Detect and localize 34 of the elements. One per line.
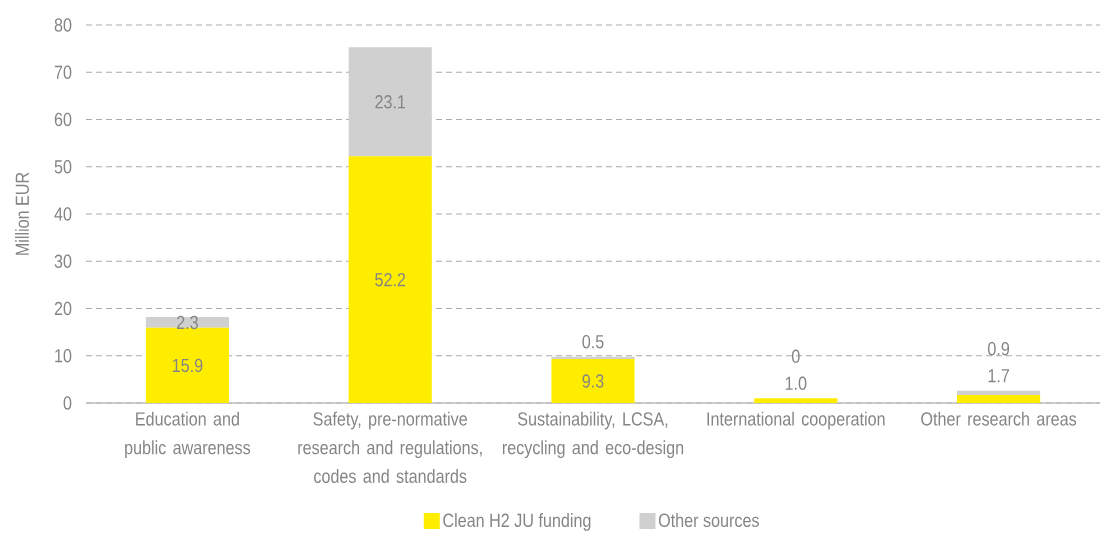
x-tick-label: Sustainability, LCSA, recycling and eco-design (502, 411, 684, 459)
x-tick-label: Other research areas (921, 411, 1077, 426)
legend-label: Clean H2 JU funding (443, 513, 591, 531)
data-label: 2.3 (177, 315, 198, 330)
data-label: 0.5 (582, 334, 604, 349)
y-axis-title: Million EUR (15, 172, 30, 255)
y-tick-label: 50 (54, 160, 72, 174)
y-tick-label: 0 (63, 396, 72, 410)
data-label: 15.9 (172, 358, 203, 373)
bar (348, 156, 432, 403)
data-label: 0 (791, 349, 800, 363)
bar (754, 398, 838, 403)
y-tick-label: 60 (54, 112, 72, 127)
data-label: 23.1 (375, 95, 406, 109)
y-tick-label: 80 (54, 18, 72, 32)
y-tick-label: 20 (54, 301, 72, 316)
data-label: 1.7 (988, 369, 1010, 383)
bar (957, 394, 1041, 403)
y-tick-label: 40 (54, 207, 72, 221)
legend-label: Other sources (658, 513, 759, 528)
x-tick-label: International cooperation (707, 411, 885, 430)
bar (551, 359, 635, 403)
x-tick-label: Safety, pre-normative research and regulations, codes and standards (298, 411, 482, 483)
data-label: 52.2 (375, 272, 406, 287)
bar (348, 47, 432, 157)
bar (145, 317, 229, 328)
y-tick-label: 10 (55, 349, 72, 363)
y-tick-label: 30 (54, 254, 72, 268)
bar (957, 390, 1041, 395)
data-label: 1.0 (785, 376, 807, 390)
y-tick-label: 70 (54, 65, 72, 79)
data-label: 9.3 (582, 374, 604, 388)
x-tick-label: Education and public awareness (125, 411, 251, 459)
data-label: 0.9 (988, 341, 1010, 356)
